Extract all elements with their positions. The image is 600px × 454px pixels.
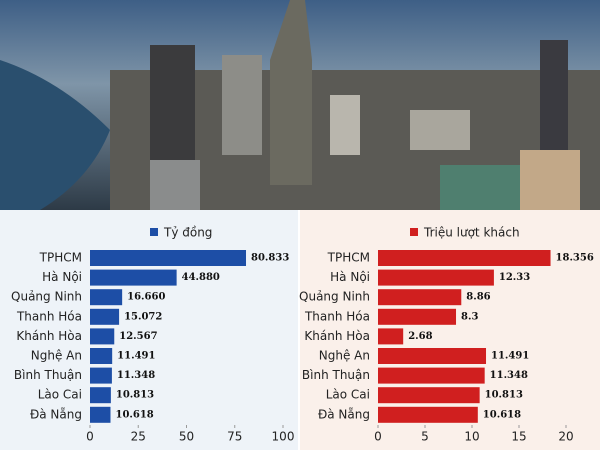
value-label: 80.833 [251,253,289,264]
category-label: Lào Cai [38,388,82,402]
bar [378,387,480,404]
x-tick-label: 10 [464,430,479,444]
bar [378,406,478,423]
x-tick-label: 20 [558,430,573,444]
legend-swatch [150,228,158,236]
bar [378,250,551,266]
x-tick-label: 25 [131,430,146,444]
value-label: 10.813 [116,390,154,401]
bar [378,308,457,325]
category-label: Quảng Ninh [299,290,370,304]
category-label: Bình Thuận [302,368,370,382]
value-label: 10.813 [485,390,523,401]
bar [90,269,177,286]
category-label: Khánh Hòa [16,329,82,343]
x-tick-label: 5 [421,430,429,444]
bar [90,308,120,325]
category-label: Đà Nẵng [318,407,370,421]
category-label: Đà Nẵng [30,407,82,421]
x-tick-label: 15 [511,430,526,444]
category-label: Thanh Hóa [16,309,82,323]
bar [90,289,123,306]
x-tick-label: 50 [179,430,194,444]
value-label: 8.3 [461,311,478,322]
category-label: Khánh Hòa [304,329,370,343]
category-label: Thanh Hóa [304,309,370,323]
bar [90,328,115,345]
value-label: 44.880 [182,272,220,283]
bar [378,289,462,306]
value-label: 11.348 [117,370,155,381]
value-label: 12.33 [499,272,530,283]
bar [90,250,247,266]
category-label: Bình Thuận [14,368,82,382]
bar [378,348,487,364]
value-label: 11.491 [491,351,529,362]
category-label: Nghệ An [31,349,82,363]
legend-label: Tỷ đồng [163,226,212,240]
value-label: 15.072 [124,311,162,322]
bar [90,367,112,384]
city-photo [0,0,600,210]
category-label: Hà Nội [42,270,82,284]
x-tick-label: 100 [272,430,295,444]
x-tick-label: 75 [227,430,242,444]
value-label: 10.618 [115,409,153,420]
bar [378,269,494,286]
value-label: 2.68 [408,331,432,342]
bar [90,406,111,423]
value-label: 11.491 [117,351,155,362]
x-tick-label: 0 [374,430,382,444]
category-label: Nghệ An [319,349,370,363]
category-label: TPHCM [39,251,82,265]
value-label: 10.618 [483,409,521,420]
value-label: 18.356 [556,253,594,264]
category-label: TPHCM [327,251,370,265]
category-label: Quảng Ninh [11,290,82,304]
bar [90,348,113,364]
value-label: 11.348 [490,370,528,381]
legend-swatch [410,228,418,236]
value-label: 12.567 [119,331,157,342]
bar [378,328,404,345]
value-label: 16.660 [127,292,165,303]
category-label: Lào Cai [326,388,370,402]
value-label: 8.86 [466,292,490,303]
category-label: Hà Nội [330,270,370,284]
x-tick-label: 0 [86,430,94,444]
bar [378,367,485,384]
bar [90,387,111,404]
legend-label: Triệu lượt khách [423,226,520,240]
